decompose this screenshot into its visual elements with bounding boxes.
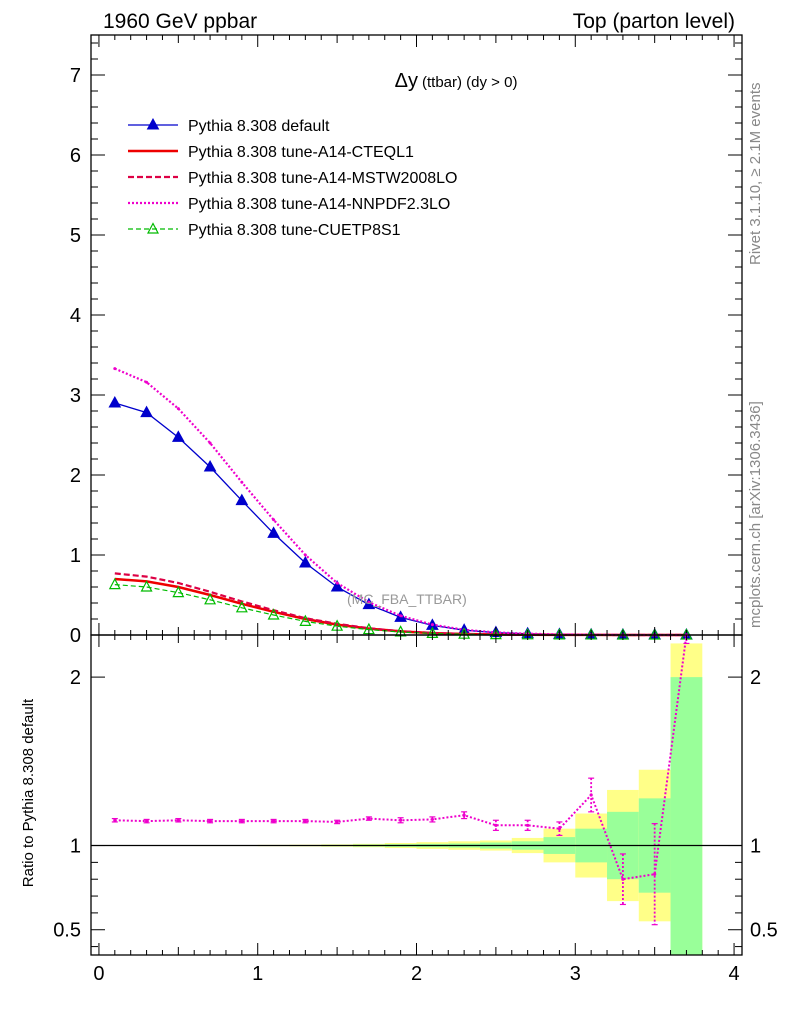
ratio-point [240, 819, 244, 823]
header-right-text: Top (parton level) [573, 10, 735, 33]
ratio-point [303, 819, 307, 823]
data-point-cuetp8s1 [299, 614, 312, 627]
ratio-point [176, 818, 180, 822]
legend-label: Pythia 8.308 tune-A14-NNPDF2.3LO [188, 196, 450, 213]
data-point-nnpdf [367, 600, 371, 604]
ratio-y-tick-label-right: 2 [750, 667, 761, 689]
main-axes: 0 1 2 3 4 5 6 7 [70, 34, 743, 647]
ratio-point [271, 819, 276, 823]
ratio-y-tick-label: 2 [70, 667, 81, 689]
x-tick-label: 2 [411, 963, 422, 985]
mcplots-text: mcplots.cern.ch [arXiv:1306.3436] [747, 401, 764, 628]
x-tick-label: 0 [93, 963, 104, 985]
data-point-default [299, 555, 312, 568]
data-point-nnpdf [145, 380, 149, 384]
ratio-point [621, 877, 625, 881]
ratio-point [113, 818, 117, 822]
ratio-point [367, 816, 371, 821]
ratio-point [462, 813, 466, 817]
data-point-default [267, 526, 280, 538]
data-point-nnpdf [335, 581, 339, 585]
y-tick-label: 4 [70, 305, 81, 327]
legend-marker-cuetp8s1 [147, 222, 159, 234]
ratio-point [557, 827, 562, 831]
data-point-nnpdf [240, 480, 244, 484]
y-tick-label: 6 [70, 145, 81, 167]
data-point-nnpdf [113, 367, 117, 371]
legend-label: Pythia 8.308 tune-A14-CTEQL1 [188, 144, 414, 161]
y-tick-label: 5 [70, 225, 81, 247]
ratio-point [589, 793, 593, 797]
ratio-y-tick-label: 0.5 [53, 920, 81, 942]
ratio-point [526, 823, 530, 827]
data-point-cuetp8s1 [108, 577, 121, 590]
ratio-y-tick-label: 1 [70, 836, 81, 858]
data-point-cuetp8s1 [140, 580, 153, 592]
ratio-axes: 0 1 2 3 4 0.5 0.5 1 1 2 2 [53, 634, 778, 985]
x-tick-label: 3 [570, 963, 581, 985]
y-tick-label: 7 [70, 65, 81, 87]
legend-label: Pythia 8.308 tune-CUETP8S1 [188, 222, 401, 239]
data-point-nnpdf [430, 623, 434, 627]
ratio-bands [98, 643, 703, 955]
data-point-default [330, 579, 344, 592]
y-tick-label: 2 [70, 465, 81, 487]
data-point-nnpdf [399, 614, 403, 618]
legend: Pythia 8.308 default Pythia 8.308 tune-A1… [128, 117, 457, 239]
legend-label: Pythia 8.308 default [188, 118, 330, 135]
x-tick-label: 4 [728, 963, 739, 985]
y-tick-label: 0 [70, 625, 81, 647]
watermark-text: (MC_FBA_TTBAR) [347, 591, 467, 607]
data-point-cuetp8s1 [204, 593, 217, 605]
data-point-cuetp8s1 [235, 601, 248, 613]
plot-title-sub: (ttbar) (dy > 0) [422, 74, 517, 91]
ratio-point [335, 820, 339, 824]
ratio-ylabel: Ratio to Pythia 8.308 default [20, 698, 37, 887]
band-green [670, 677, 703, 955]
data-point-cuetp8s1 [172, 585, 185, 598]
ratio-series-layer [111, 633, 690, 926]
data-point-nnpdf [208, 441, 212, 445]
legend-label: Pythia 8.308 tune-A14-MSTW2008LO [188, 170, 457, 187]
ratio-point [208, 819, 212, 823]
ratio-y-tick-label-right: 0.5 [750, 920, 778, 942]
data-point-default [171, 430, 185, 442]
data-point-default [140, 405, 153, 418]
ratio-point [430, 817, 434, 822]
data-point-cuetp8s1 [267, 608, 280, 620]
plot-title-main: Δy [395, 70, 418, 92]
data-point-nnpdf [303, 553, 307, 557]
y-tick-label: 3 [70, 385, 81, 407]
data-point-nnpdf [176, 407, 180, 411]
data-point-default [108, 395, 122, 408]
x-tick-label: 1 [252, 963, 263, 985]
ratio-point [653, 872, 657, 876]
rivet-info-text: Rivet 3.1.10, ≥ 2.1M events [747, 83, 764, 266]
data-point-default [203, 459, 217, 472]
y-tick-label: 1 [70, 545, 81, 567]
data-point-default [235, 493, 249, 506]
data-point-nnpdf [272, 518, 276, 522]
ratio-point [494, 823, 498, 827]
ratio-y-tick-label-right: 1 [750, 836, 761, 858]
ratio-point [399, 818, 403, 822]
ratio-point [144, 819, 149, 823]
legend-marker-default [146, 117, 160, 130]
header-left-text: 1960 GeV ppbar [103, 10, 257, 33]
